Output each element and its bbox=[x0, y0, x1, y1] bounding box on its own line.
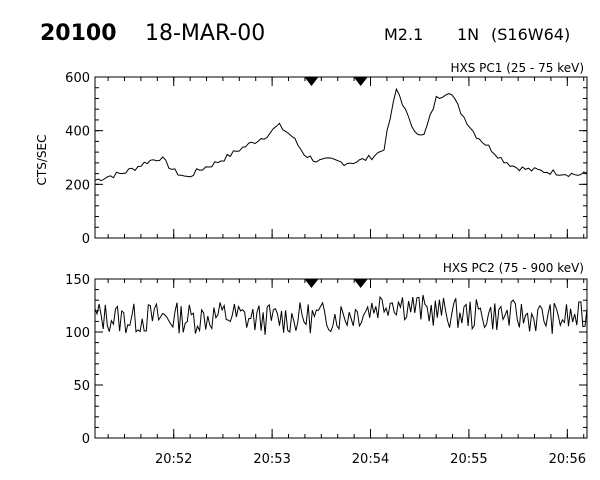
importance: 1N bbox=[457, 25, 479, 44]
y-tick-label: 150 bbox=[65, 273, 90, 288]
x-tick-label: 20:52 bbox=[155, 452, 192, 467]
interval-marker bbox=[353, 77, 368, 86]
y-tick-label: 50 bbox=[73, 379, 90, 394]
location: (S16W64) bbox=[491, 25, 570, 44]
panel-pc2-title: HXS PC2 (75 - 900 keV) bbox=[443, 261, 584, 275]
y-tick-label: 0 bbox=[82, 432, 90, 447]
series-line bbox=[94, 87, 588, 182]
panel-pc2-marks bbox=[94, 279, 588, 335]
series-line bbox=[94, 294, 588, 335]
panel-pc1-title: HXS PC1 (25 - 75 keV) bbox=[450, 61, 584, 75]
event-id: 20100 bbox=[40, 21, 117, 46]
y-tick-label: 0 bbox=[82, 232, 90, 247]
panel-pc1-ticks: 0 200 400 600 bbox=[65, 71, 587, 247]
interval-marker bbox=[353, 279, 368, 288]
y-tick-label: 400 bbox=[65, 125, 90, 140]
interval-marker bbox=[304, 77, 319, 86]
panel-pc1-ylabel: CTS/SEC bbox=[35, 135, 49, 186]
panel-pc2: 0 50 100 150 20:52 20:53 20:54 20:55 20:56 HXS P… bbox=[65, 261, 588, 467]
panel-pc1: 0 200 400 600 HXS PC1 (25 - 75 keV) CTS/SEC bbox=[35, 61, 588, 247]
y-tick-label: 100 bbox=[65, 326, 90, 341]
panel-pc2-ticks: 0 50 100 150 20:52 20:53 20:54 20:55 20:56 bbox=[65, 273, 587, 467]
panel-pc1-marks bbox=[94, 77, 588, 182]
y-tick-label: 200 bbox=[65, 178, 90, 193]
panel-pc1-frame bbox=[94, 76, 588, 239]
interval-marker bbox=[304, 279, 319, 288]
x-tick-label: 20:56 bbox=[549, 452, 586, 467]
event-date: 18-MAR-00 bbox=[145, 21, 265, 46]
y-tick-label: 600 bbox=[65, 71, 90, 86]
goes-class: M2.1 bbox=[384, 25, 423, 44]
x-tick-label: 20:55 bbox=[450, 452, 487, 467]
panel-pc2-frame bbox=[94, 278, 588, 439]
x-tick-label: 20:54 bbox=[352, 452, 389, 467]
x-tick-label: 20:53 bbox=[253, 452, 290, 467]
